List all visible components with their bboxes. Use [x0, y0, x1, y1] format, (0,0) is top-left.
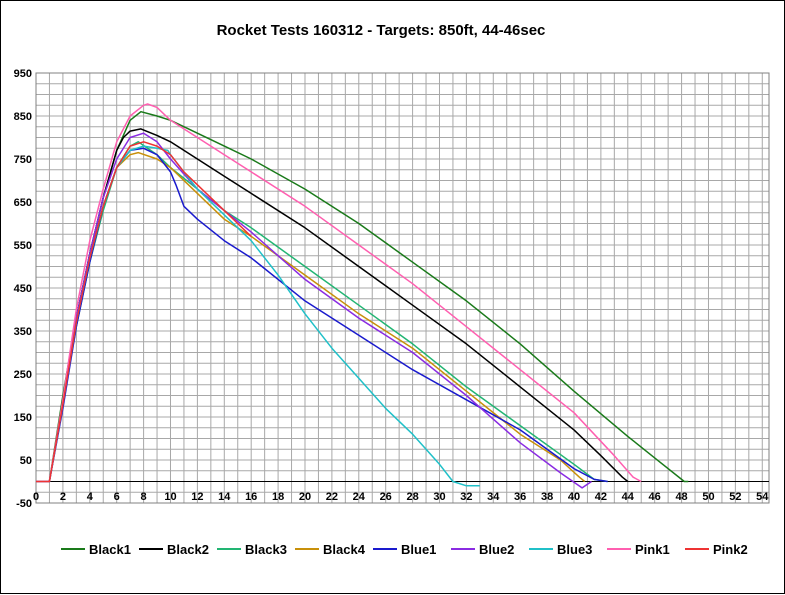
legend-label-black3: Black3 [245, 542, 287, 557]
x-tick-label: 28 [406, 491, 418, 503]
legend-label-blue2: Blue2 [479, 542, 514, 557]
x-tick-label: 32 [460, 491, 472, 503]
series-line-pink1 [36, 103, 642, 483]
legend-label-pink2: Pink2 [713, 542, 748, 557]
x-tick-label: 54 [756, 491, 769, 503]
y-tick-label: 350 [14, 326, 32, 338]
x-tick-label: 44 [622, 491, 635, 503]
axes [35, 72, 770, 504]
x-tick-label: 34 [487, 491, 500, 503]
chart-title: Rocket Tests 160312 - Targets: 850ft, 44… [217, 22, 546, 39]
x-tick-label: 0 [33, 491, 39, 503]
series-line-blue2 [36, 132, 592, 489]
y-tick-label: 250 [14, 369, 32, 381]
x-tick-label: 20 [299, 491, 311, 503]
legend-label-blue1: Blue1 [401, 542, 436, 557]
y-tick-label: 50 [20, 455, 32, 467]
x-tick-label: 18 [272, 491, 284, 503]
legend-label-pink1: Pink1 [635, 542, 670, 557]
y-tick-label: 150 [14, 412, 32, 424]
x-tick-label: 8 [141, 491, 147, 503]
y-tick-label: -50 [16, 498, 32, 510]
x-tick-label: 22 [326, 491, 338, 503]
legend-label-black4: Black4 [323, 542, 366, 557]
x-tick-label: 36 [514, 491, 526, 503]
series-line-blue1 [36, 147, 608, 483]
series-line-pink2 [36, 141, 252, 483]
legend-label-blue3: Blue3 [557, 542, 592, 557]
x-tick-label: 26 [380, 491, 392, 503]
x-tick-label: 16 [245, 491, 257, 503]
x-tick-label: 14 [218, 491, 231, 503]
x-tick-label: 30 [433, 491, 445, 503]
x-tick-label: 2 [60, 491, 66, 503]
y-tick-label: 450 [14, 283, 32, 295]
grid-lines [35, 72, 769, 504]
x-tick-label: 46 [649, 491, 661, 503]
legend-label-black1: Black1 [89, 542, 131, 557]
y-tick-label: 850 [14, 111, 32, 123]
x-tick-label: 52 [729, 491, 741, 503]
y-tick-label: 550 [14, 240, 32, 252]
y-tick-label: 950 [14, 68, 32, 80]
y-tick-label: 650 [14, 197, 32, 209]
legend: Black1 Black2 Black3 Black4 Blue1 Blue2 Blue3 P… [61, 542, 748, 557]
x-tick-label: 12 [191, 491, 203, 503]
x-tick-label: 40 [568, 491, 580, 503]
x-tick-label: 10 [164, 491, 176, 503]
x-tick-label: 38 [541, 491, 553, 503]
legend-label-black2: Black2 [167, 542, 209, 557]
x-tick-label: 6 [114, 491, 120, 503]
x-tick-label: 50 [702, 491, 714, 503]
series-layer [36, 103, 689, 489]
plot-border [35, 72, 770, 504]
y-tick-label: 750 [14, 154, 32, 166]
x-tick-label: 48 [675, 491, 687, 503]
x-tick-label: 24 [353, 491, 366, 503]
x-tick-label: 42 [595, 491, 607, 503]
x-tick-label: 4 [87, 491, 94, 503]
